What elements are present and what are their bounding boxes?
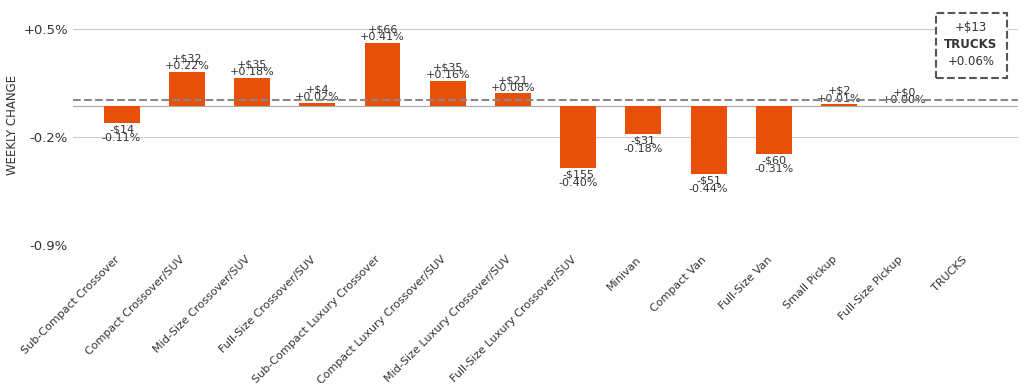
Text: +$32: +$32 [172,53,202,64]
Text: +0.16%: +0.16% [425,71,470,80]
Text: +0.41%: +0.41% [360,32,404,42]
Text: -$14: -$14 [109,124,134,134]
Text: +0.01%: +0.01% [817,94,861,103]
Text: +0.08%: +0.08% [490,83,536,93]
Text: +0.06%: +0.06% [947,55,994,68]
Text: +$0: +$0 [893,87,916,97]
Text: +$35: +$35 [237,60,267,69]
Text: +0.02%: +0.02% [295,92,340,102]
Text: -0.44%: -0.44% [689,184,728,194]
Bar [299,103,335,106]
Text: -$51: -$51 [696,175,721,185]
Text: +$21: +$21 [498,75,528,85]
Text: +0.18%: +0.18% [229,67,274,77]
Text: TRUCKS: TRUCKS [944,38,997,51]
Text: +0.00%: +0.00% [882,95,927,105]
Text: +0.22%: +0.22% [165,61,209,71]
Text: -$155: -$155 [562,169,594,179]
Bar [495,93,530,106]
Bar [626,106,662,134]
Text: -0.31%: -0.31% [755,164,794,174]
Text: +$2: +$2 [827,86,851,96]
Bar [169,72,205,106]
Text: -0.40%: -0.40% [558,178,598,187]
Bar [690,106,727,174]
Bar [756,106,792,154]
Text: +$66: +$66 [368,24,397,34]
Text: -$31: -$31 [631,135,656,145]
Bar [821,104,857,106]
Bar [365,43,400,106]
Bar [234,78,270,106]
Bar [430,81,466,106]
Text: -$60: -$60 [761,155,786,165]
Text: +$35: +$35 [432,63,463,73]
Text: -0.18%: -0.18% [624,143,664,154]
Text: -0.11%: -0.11% [102,133,141,143]
Y-axis label: WEEKLY CHANGE: WEEKLY CHANGE [5,75,18,175]
FancyBboxPatch shape [936,13,1008,78]
Text: +$13: +$13 [954,21,987,34]
Text: +$4: +$4 [305,84,329,94]
Bar [103,106,139,123]
Bar [560,106,596,167]
